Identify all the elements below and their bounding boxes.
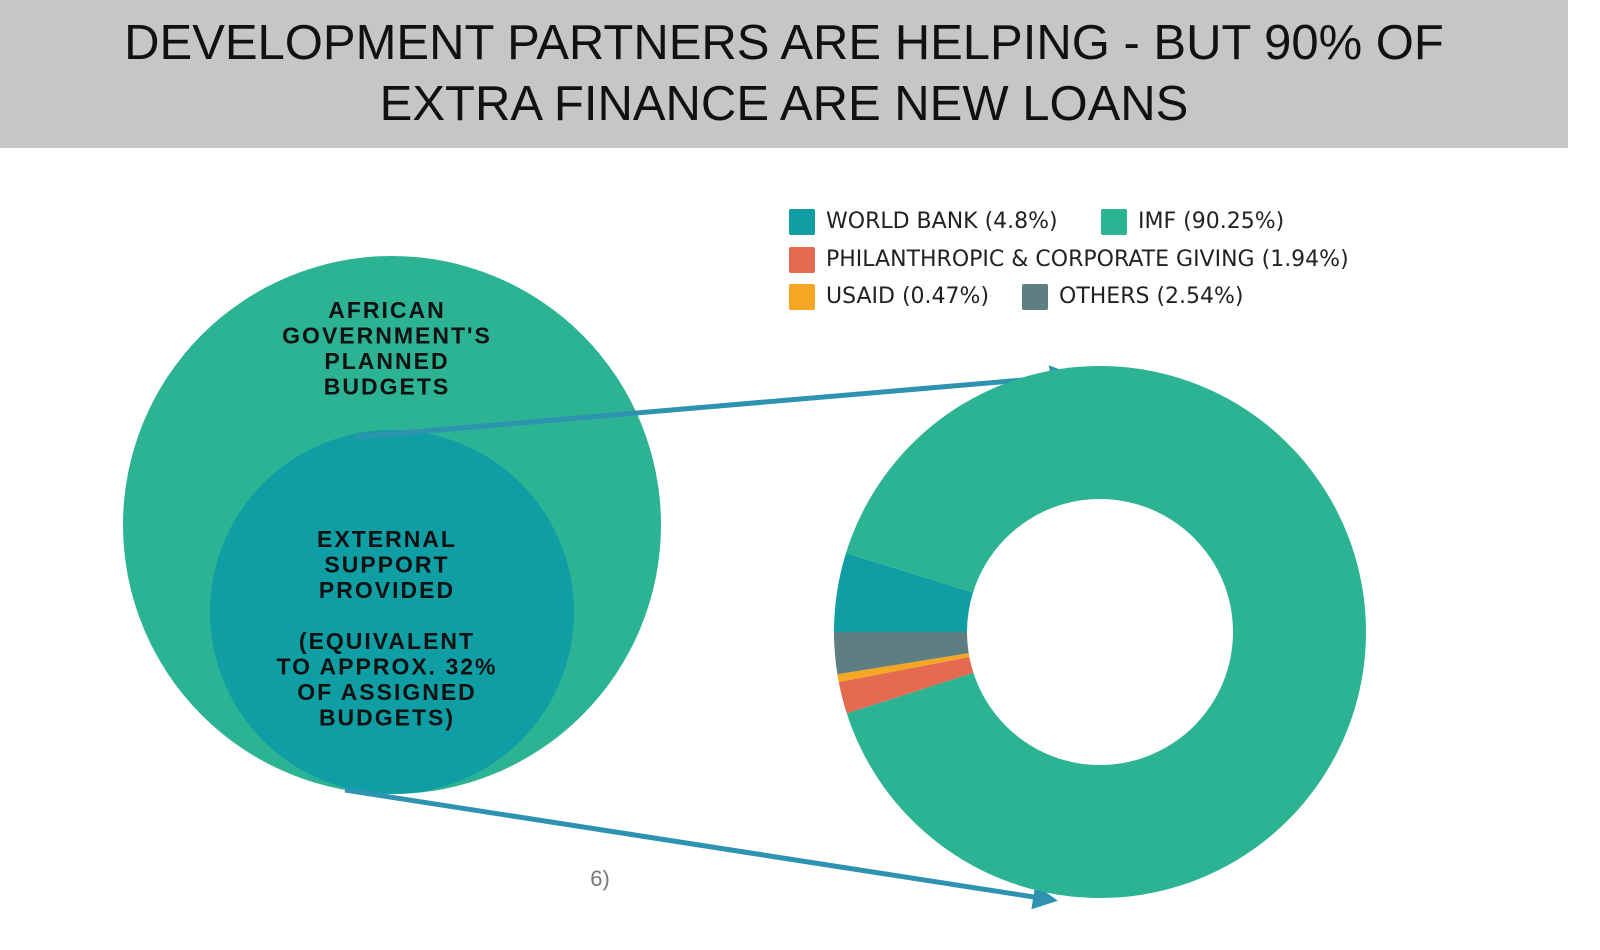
- legend-value: (1.94%): [1262, 247, 1349, 272]
- support-circle: [210, 430, 574, 794]
- legend-swatch: [789, 247, 815, 273]
- arrow: [354, 365, 1075, 440]
- legend-name: WORLD BANK: [826, 209, 978, 234]
- legend-name: PHILANTHROPIC & CORPORATE GIVING: [826, 247, 1255, 272]
- legend-value: (2.54%): [1156, 284, 1243, 309]
- legend-swatch: [789, 284, 815, 310]
- donut-slice: [837, 653, 970, 683]
- circle-label: (EQUIVALENT: [299, 628, 475, 654]
- circle-label: PLANNED: [324, 348, 449, 374]
- legend-label: OTHERS (2.54%): [1059, 284, 1244, 309]
- legend-swatch: [1101, 209, 1127, 235]
- circle-label: AFRICAN: [328, 297, 446, 323]
- legend-label: WORLD BANK (4.8%): [826, 209, 1058, 234]
- slide-title: DEVELOPMENT PARTNERS ARE HELPING - BUT 9…: [0, 0, 1568, 148]
- donut-slice: [834, 552, 974, 632]
- legend-swatch: [1022, 284, 1048, 310]
- arrow: [344, 787, 1058, 910]
- circle-label: BUDGETS: [324, 374, 450, 400]
- legend-label: USAID (0.47%): [826, 284, 989, 309]
- legend-label: PHILANTHROPIC & CORPORATE GIVING (1.94%): [826, 247, 1349, 272]
- donut-slice: [838, 657, 974, 714]
- legend-value: (4.8%): [985, 209, 1058, 234]
- legend-name: OTHERS: [1059, 284, 1149, 309]
- circle-label: TO APPROX. 32%: [276, 654, 497, 680]
- circle-label: BUDGETS): [319, 705, 455, 731]
- donut-slice: [846, 366, 1366, 899]
- donut-slice: [834, 632, 969, 675]
- legend-name: IMF: [1138, 209, 1176, 234]
- circle-label: PROVIDED: [319, 577, 455, 603]
- legend-label: IMF (90.25%): [1138, 209, 1284, 234]
- legend-name: USAID: [826, 284, 895, 309]
- circle-label: EXTERNAL: [317, 526, 457, 552]
- legend-swatch: [789, 209, 815, 235]
- circle-label: SUPPORT: [324, 552, 449, 578]
- circle-label: OF ASSIGNED: [297, 679, 477, 705]
- legend-value: (0.47%): [902, 284, 989, 309]
- legend-value: (90.25%): [1183, 209, 1284, 234]
- circle-label: GOVERNMENT'S: [282, 323, 492, 349]
- clipped-text: 6): [590, 866, 610, 891]
